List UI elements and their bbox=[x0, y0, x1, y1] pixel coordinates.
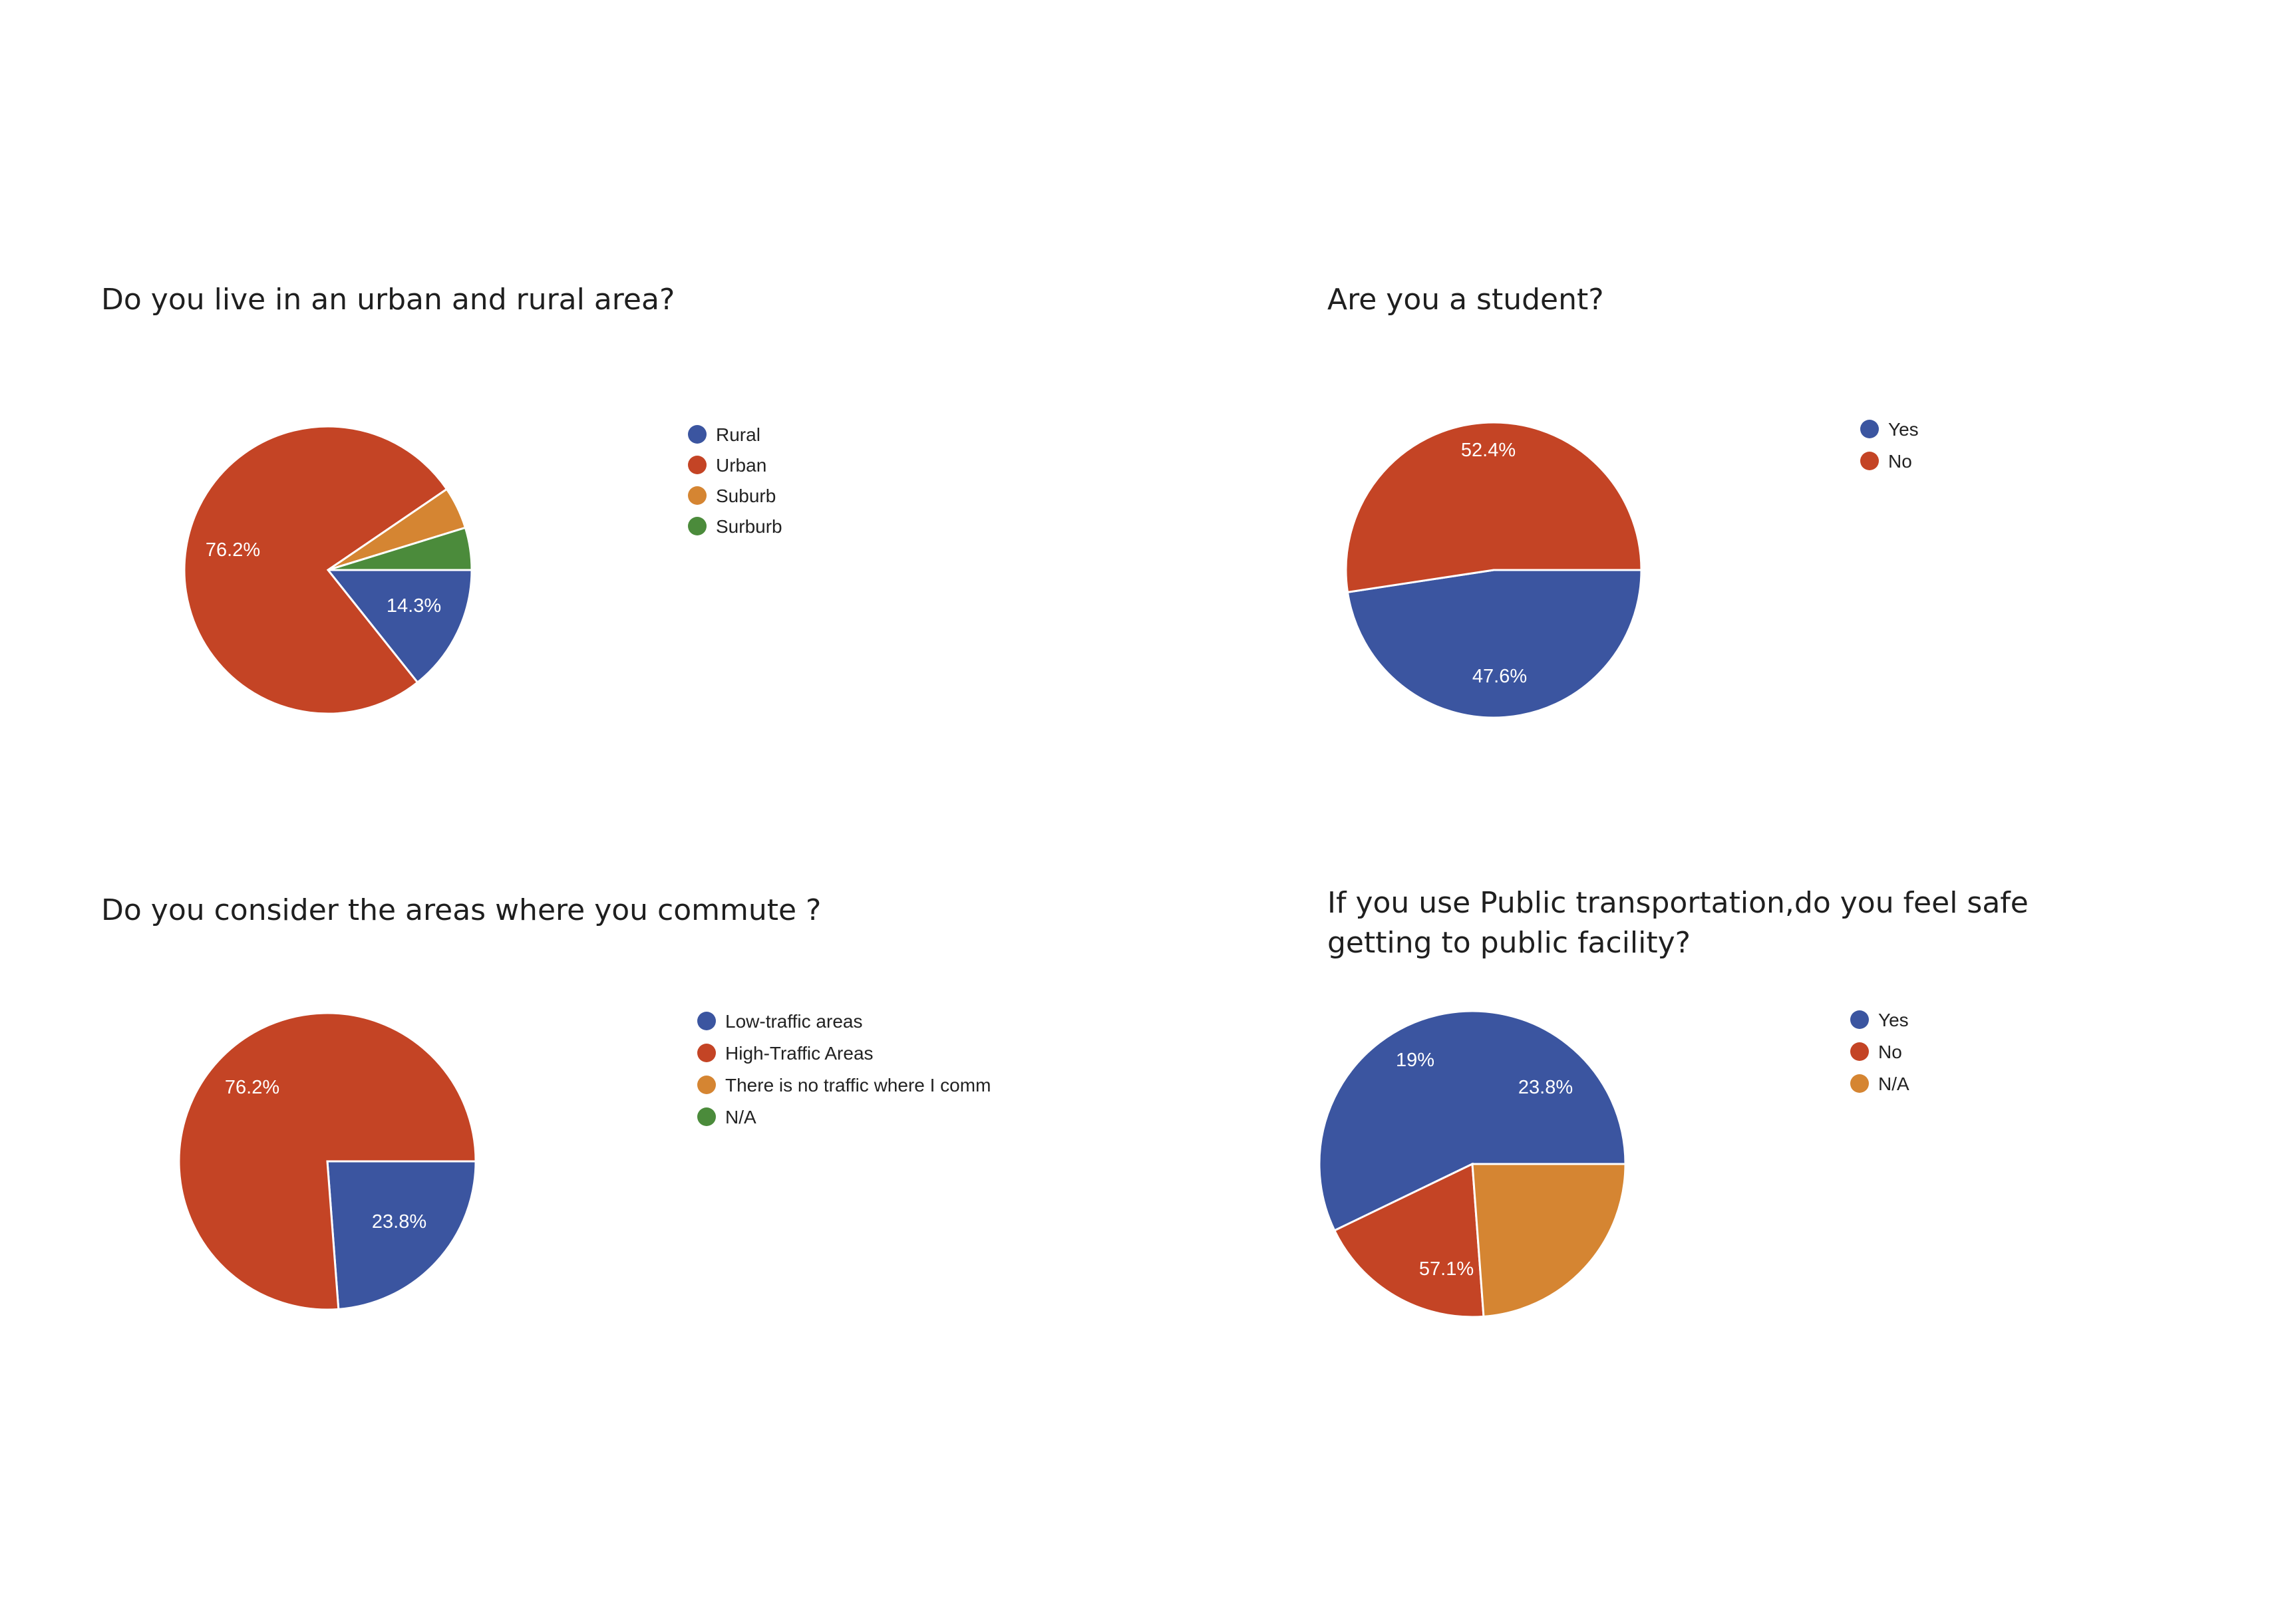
legend-swatch bbox=[688, 425, 707, 444]
legend-swatch bbox=[697, 1044, 716, 1062]
slice-label: 57.1% bbox=[1419, 1258, 1474, 1280]
chart-title: Are you a student? bbox=[1327, 283, 1604, 317]
pie-slice-no bbox=[1345, 421, 1643, 594]
legend-entry: Rural bbox=[716, 424, 760, 445]
slice-label: 14.3% bbox=[387, 595, 441, 617]
legend-entry: High-Traffic Areas bbox=[725, 1043, 874, 1064]
legend-swatch bbox=[688, 456, 707, 474]
slice-label: 19% bbox=[1396, 1050, 1434, 1071]
legend-swatch bbox=[1860, 452, 1879, 470]
legend-entry: N/A bbox=[725, 1107, 756, 1127]
legend-entry: Yes bbox=[1888, 419, 1919, 440]
pie-slice-yes bbox=[1318, 1010, 1627, 1232]
pie-slice-urban bbox=[183, 425, 448, 715]
legend-swatch bbox=[697, 1107, 716, 1126]
slice-label: 52.4% bbox=[1461, 440, 1516, 461]
legend-swatch bbox=[1850, 1042, 1869, 1061]
legend-entry: Yes bbox=[1878, 1010, 1909, 1030]
pie-slice-surburb bbox=[327, 526, 473, 571]
slice-label: 76.2% bbox=[225, 1077, 279, 1098]
slice-label: 23.8% bbox=[372, 1211, 426, 1233]
slice-label: 76.2% bbox=[206, 539, 260, 561]
legend-swatch bbox=[697, 1076, 716, 1094]
pie-slice-high-traffic-areas bbox=[178, 1012, 477, 1311]
legend-entry: Suburb bbox=[716, 486, 776, 506]
pie-slice-low-traffic-areas bbox=[326, 1160, 477, 1310]
legend-swatch bbox=[688, 517, 707, 535]
legend-entry: N/A bbox=[1878, 1074, 1909, 1094]
chart-title: Do you consider the areas where you comm… bbox=[101, 893, 821, 927]
pie-slice-n-a bbox=[1471, 1163, 1627, 1318]
legend-swatch bbox=[1850, 1010, 1869, 1029]
pie-chart-3: Do you consider the areas where you comm… bbox=[101, 893, 991, 1311]
legend-entry: Surburb bbox=[716, 516, 782, 537]
legend-swatch bbox=[1850, 1074, 1869, 1093]
legend-entry: Low-traffic areas bbox=[725, 1011, 862, 1032]
pie-slice-rural bbox=[325, 569, 473, 684]
slice-label: 23.8% bbox=[1518, 1077, 1573, 1098]
slice-label: 47.6% bbox=[1472, 666, 1527, 687]
legend-swatch bbox=[1860, 420, 1879, 438]
pie-slice-yes bbox=[1346, 569, 1643, 719]
pie-chart-4: If you use Public transportation,do you … bbox=[1318, 886, 2029, 1318]
legend-entry: Urban bbox=[716, 455, 766, 476]
legend-swatch bbox=[688, 486, 707, 505]
pie-chart-2: Are you a student? 47.6% 52.4% Yes No bbox=[1327, 283, 1919, 719]
legend-entry: No bbox=[1878, 1042, 1902, 1062]
legend-entry: There is no traffic where I comm bbox=[725, 1075, 991, 1095]
pie-chart-1: Do you live in an urban and rural area? 1… bbox=[101, 283, 782, 715]
chart-title: Do you live in an urban and rural area? bbox=[101, 283, 675, 317]
legend-swatch bbox=[697, 1012, 716, 1030]
chart-title: If you use Public transportation,do you … bbox=[1327, 886, 2029, 960]
pie-slice-no bbox=[1333, 1162, 1485, 1318]
legend-entry: No bbox=[1888, 451, 1912, 472]
